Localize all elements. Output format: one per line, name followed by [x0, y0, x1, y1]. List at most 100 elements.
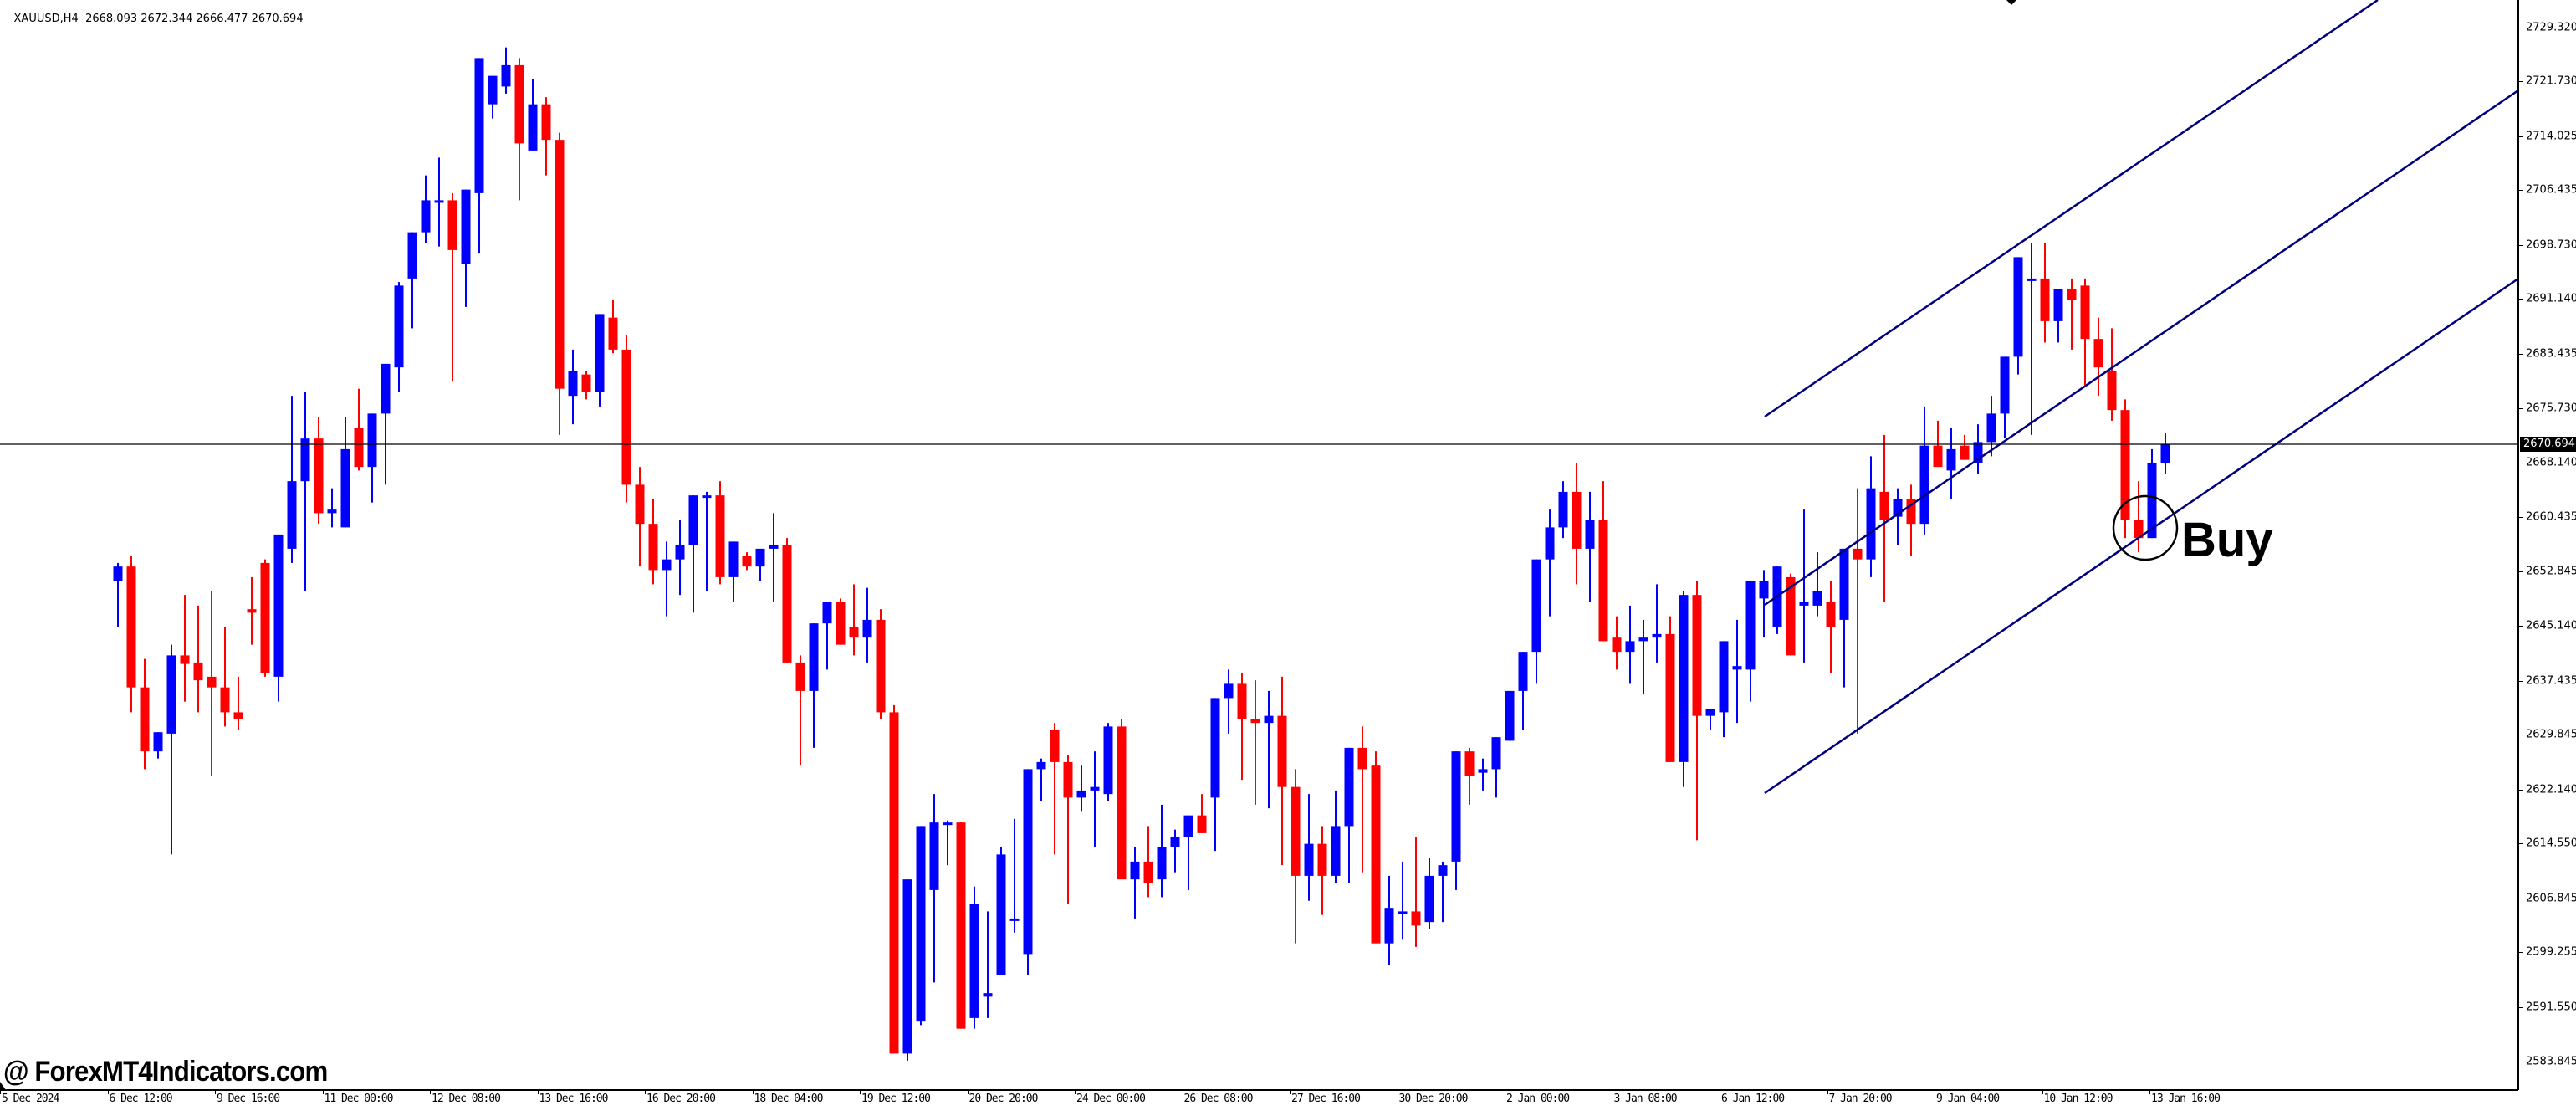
bearish-candle[interactable]: [2134, 481, 2144, 553]
bearish-candle[interactable]: [354, 388, 364, 471]
bearish-candle[interactable]: [876, 609, 886, 719]
bullish-candle[interactable]: [929, 794, 939, 983]
bullish-candle[interactable]: [1438, 861, 1448, 923]
bullish-candle[interactable]: [1210, 698, 1220, 852]
bullish-candle[interactable]: [1157, 804, 1167, 898]
bullish-candle[interactable]: [434, 157, 444, 247]
chart-shift-marker-icon[interactable]: [2006, 0, 2016, 5]
bearish-candle[interactable]: [2107, 328, 2117, 421]
bullish-candle[interactable]: [153, 732, 163, 759]
bearish-candle[interactable]: [1960, 434, 1970, 460]
bullish-candle[interactable]: [2147, 448, 2157, 539]
bullish-candle[interactable]: [1772, 566, 1782, 634]
channel-lower-line[interactable]: [1764, 277, 2519, 795]
bullish-candle[interactable]: [702, 491, 712, 591]
bullish-candle[interactable]: [2053, 289, 2063, 343]
bearish-candle[interactable]: [1612, 616, 1622, 670]
bearish-candle[interactable]: [126, 556, 136, 713]
bearish-candle[interactable]: [956, 822, 966, 1029]
bearish-candle[interactable]: [795, 655, 805, 766]
bullish-candle[interactable]: [1331, 790, 1341, 883]
bearish-candle[interactable]: [782, 538, 792, 663]
bullish-candle[interactable]: [1812, 552, 1822, 617]
bullish-candle[interactable]: [1424, 858, 1434, 929]
bearish-candle[interactable]: [1665, 616, 1675, 762]
bullish-candle[interactable]: [1732, 619, 1742, 724]
bullish-candle[interactable]: [273, 534, 284, 702]
bullish-candle[interactable]: [1531, 559, 1541, 684]
bullish-candle[interactable]: [1451, 751, 1461, 890]
bearish-candle[interactable]: [1143, 826, 1153, 898]
bearish-candle[interactable]: [1598, 481, 1608, 642]
bearish-candle[interactable]: [247, 576, 257, 645]
bearish-candle[interactable]: [1237, 673, 1247, 781]
bearish-candle[interactable]: [608, 300, 618, 354]
bearish-candle[interactable]: [541, 97, 551, 176]
bearish-candle[interactable]: [1277, 676, 1287, 866]
bearish-candle[interactable]: [1572, 463, 1582, 585]
bullish-candle[interactable]: [675, 520, 685, 596]
bullish-candle[interactable]: [394, 282, 404, 392]
bearish-candle[interactable]: [1826, 581, 1836, 673]
bullish-candle[interactable]: [1973, 424, 1983, 474]
bearish-candle[interactable]: [648, 499, 658, 585]
bearish-candle[interactable]: [233, 676, 243, 730]
bullish-candle[interactable]: [1023, 769, 1033, 975]
bullish-candle[interactable]: [501, 47, 511, 94]
bearish-candle[interactable]: [1317, 826, 1327, 915]
bearish-candle[interactable]: [2093, 317, 2103, 397]
bullish-candle[interactable]: [1946, 428, 1956, 499]
bullish-candle[interactable]: [902, 879, 912, 1061]
bullish-candle[interactable]: [1170, 829, 1180, 873]
bullish-candle[interactable]: [809, 623, 819, 748]
bullish-candle[interactable]: [943, 820, 953, 866]
bullish-candle[interactable]: [1986, 396, 1996, 457]
bullish-candle[interactable]: [2027, 243, 2037, 435]
bullish-candle[interactable]: [1745, 581, 1756, 702]
bearish-candle[interactable]: [220, 627, 230, 727]
bullish-candle[interactable]: [488, 75, 498, 119]
bullish-candle[interactable]: [1759, 570, 1769, 638]
channel-upper-line[interactable]: [1764, 0, 2379, 418]
bullish-candle[interactable]: [474, 58, 484, 254]
bearish-candle[interactable]: [2120, 399, 2130, 539]
bullish-candle[interactable]: [595, 314, 605, 407]
bullish-candle[interactable]: [1103, 723, 1113, 801]
bearish-candle[interactable]: [581, 371, 591, 400]
bullish-candle[interactable]: [1679, 591, 1689, 787]
bullish-candle[interactable]: [1638, 619, 1648, 695]
bullish-candle[interactable]: [916, 826, 926, 1026]
bullish-candle[interactable]: [1478, 758, 1488, 791]
bearish-candle[interactable]: [1357, 726, 1367, 873]
bullish-candle[interactable]: [1344, 747, 1354, 883]
bearish-candle[interactable]: [2067, 278, 2077, 350]
bearish-candle[interactable]: [1411, 837, 1421, 947]
bearish-candle[interactable]: [1371, 751, 1381, 944]
bullish-candle[interactable]: [1076, 765, 1086, 812]
bearish-candle[interactable]: [514, 58, 524, 201]
bullish-candle[interactable]: [1799, 509, 1809, 663]
bearish-candle[interactable]: [555, 132, 565, 435]
bearish-candle[interactable]: [1906, 484, 1916, 556]
bearish-candle[interactable]: [836, 598, 846, 645]
bearish-candle[interactable]: [314, 417, 324, 525]
bullish-candle[interactable]: [1009, 818, 1020, 933]
bullish-candle[interactable]: [1036, 758, 1046, 801]
bullish-candle[interactable]: [2013, 257, 2023, 375]
bullish-candle[interactable]: [862, 587, 872, 663]
bullish-candle[interactable]: [1224, 669, 1234, 734]
bullish-candle[interactable]: [755, 548, 765, 581]
bearish-candle[interactable]: [260, 559, 270, 677]
bullish-candle[interactable]: [1384, 875, 1394, 965]
bullish-candle[interactable]: [113, 562, 123, 627]
bullish-candle[interactable]: [528, 79, 538, 151]
bearish-candle[interactable]: [1879, 434, 1889, 602]
bearish-candle[interactable]: [1063, 755, 1073, 904]
bullish-candle[interactable]: [728, 541, 739, 602]
bearish-candle[interactable]: [1197, 794, 1207, 833]
bearish-candle[interactable]: [621, 335, 631, 503]
bullish-candle[interactable]: [1625, 605, 1635, 684]
bearish-candle[interactable]: [889, 704, 899, 1054]
bullish-candle[interactable]: [421, 175, 431, 243]
